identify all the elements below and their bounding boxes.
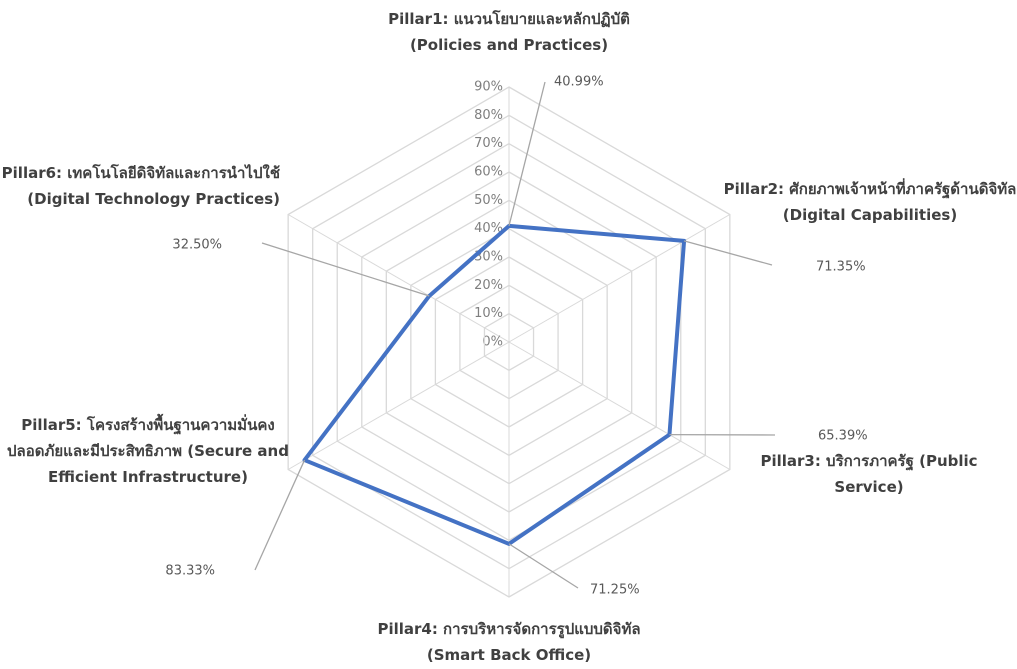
leader-line [261,242,430,297]
spoke [508,341,731,470]
spoke [287,341,510,470]
value-label: 83.33% [165,564,215,579]
tick-label: 50% [474,193,503,208]
tick-label: 20% [474,278,503,293]
grid-ring [287,86,731,598]
value-label: 71.35% [816,260,866,275]
grid-ring [361,171,657,513]
tick-label: 70% [474,136,503,151]
value-label: 71.25% [590,583,640,598]
value-label: 65.39% [818,429,868,444]
tick-label: 60% [474,165,503,180]
leader-line [508,543,579,589]
category-label: Pillar2: ศักยภาพเจ้าหน้าที่ภาครัฐด้านดิจ… [723,180,1017,224]
category-label: Pillar5: โครงสร้างพื้นฐานความมั่นคงปลอดภ… [7,416,289,486]
grid-ring [434,256,584,428]
tick-label: 90% [474,80,503,95]
spoke [508,214,731,343]
grid-ring [483,312,535,372]
category-label: Pillar3: บริการภาครัฐ (Public Service) [760,452,978,496]
leader-line [254,459,306,571]
grid-ring [410,227,608,457]
category-label: Pillar1: แนวนโยบายและหลักปฏิบัติ (Polici… [388,10,630,54]
value-label: 40.99% [554,75,604,90]
leader-line [508,81,546,227]
spoke [287,214,510,343]
category-label: Pillar4: การบริหารจัดการรูปแบบดิจิทัล (S… [377,620,641,664]
tick-label: 80% [474,108,503,123]
grid-ring [336,142,682,542]
tick-label: 30% [474,250,503,265]
tick-label: 40% [474,221,503,236]
tick-label: 10% [474,306,503,321]
category-label: Pillar6: เทคโนโลยีดิจิทัลและการนำไปใช้ (… [1,164,280,208]
grid-ring [385,199,633,485]
grid-ring [312,114,706,570]
leader-line [683,240,773,266]
grid-ring [459,284,559,400]
tick-label: 0% [482,335,503,350]
value-label: 32.50% [172,238,222,253]
